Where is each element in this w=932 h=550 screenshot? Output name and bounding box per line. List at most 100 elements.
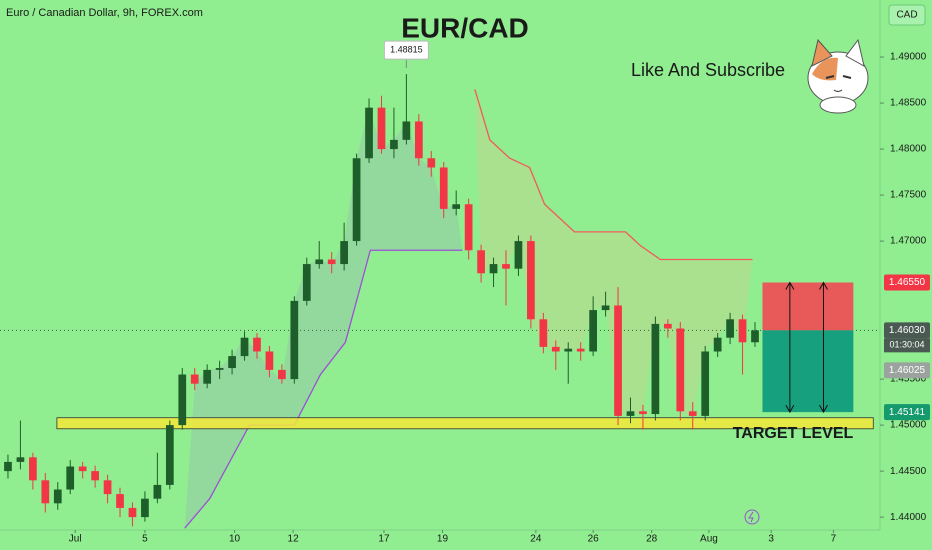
y-tick-label: 1.48500 [890,98,927,109]
x-tick-label: 7 [831,534,837,545]
candle-body [639,411,647,415]
candle-body [352,158,361,242]
candle-body [103,480,112,495]
cat-sticker [807,38,869,114]
candle-body [377,107,386,150]
x-tick-label: 5 [142,534,148,545]
candle-body [165,425,174,485]
candle-body [178,374,187,426]
candle-body [327,259,336,265]
candle-body [340,241,348,265]
candle-body [514,241,523,269]
candle-body [240,337,249,357]
price-tag [884,404,930,421]
candle-body [414,121,423,159]
candle-body [402,121,411,140]
candle-body [564,348,573,352]
candle-body [527,241,535,320]
y-tick-label: 1.45000 [890,420,927,431]
candle-body [41,480,50,504]
y-tick-label: 1.47500 [890,190,927,201]
target-zone [762,330,854,413]
x-tick-label: 3 [768,534,774,545]
candle-body [78,466,87,472]
candle-body [66,466,75,490]
candle-body [439,167,448,209]
x-tick-label: 26 [588,534,600,545]
symbol-header: Euro / Canadian Dollar, 9h, FOREX.com [6,7,203,19]
plot [0,60,880,529]
x-tick-label: 19 [437,534,449,545]
x-tick-label: Aug [700,534,718,545]
currency-box[interactable] [888,4,926,26]
candle-body [190,374,199,384]
target-text: TARGET LEVEL [733,425,854,442]
x-tick-label: 17 [378,534,390,545]
candle-body [390,139,398,150]
x-tick-label: Jul [69,534,82,545]
x-tick-label: 12 [288,534,300,545]
candle-body [302,264,311,301]
y-tick-label: 1.44500 [890,466,927,477]
x-tick-label: 10 [229,534,241,545]
candle-body [4,461,12,472]
price-tag [884,322,930,339]
candle-body [688,411,697,416]
countdown-box [884,338,930,353]
y-tick-label: 1.48000 [890,144,927,155]
candle-body [539,319,548,347]
candle-body [290,300,299,380]
candle-body [153,484,162,499]
candle-body [576,348,585,352]
candle-body [365,107,373,159]
candle-body [551,346,560,352]
candle-body [651,323,660,415]
candle-body [502,264,510,269]
candle-body [203,369,212,384]
event-icon[interactable] [744,509,760,525]
candle-body [452,204,461,209]
candle-body [215,368,224,370]
stop-zone [762,282,854,331]
price-tag-label: 1.46550 [889,277,926,288]
candle-body [265,351,274,370]
currency[interactable]: CAD [896,10,917,21]
candle-body [29,457,37,481]
price-tag-label: 1.46025 [889,365,926,376]
candle-body [141,498,149,518]
annotation: Like And Subscribe [631,60,785,80]
countdown: 01:30:04 [889,340,924,350]
y-tick-label: 1.45500 [890,374,927,385]
supertrend-line [184,249,463,529]
candle-body [53,489,62,504]
candle-body [701,351,710,416]
support-zone [56,417,874,430]
candle-body [477,250,485,274]
x-tick-label: 24 [530,534,542,545]
price-tag-label: 1.45141 [889,407,926,418]
candle-body [16,457,25,462]
candle-body [713,337,722,352]
supertrend-line [474,89,753,261]
candle-body [489,264,498,274]
candle-body [676,328,685,412]
candle-body [315,259,324,265]
price-tag-label: 1.46030 [889,325,926,336]
candle-body [589,310,598,352]
candle-body [128,507,137,518]
candle-body [91,471,99,481]
high-marker-box [383,40,429,60]
x-tick-label: 28 [646,534,658,545]
candle-body [228,356,236,369]
candle-body [726,319,734,338]
range-arrow [785,281,795,414]
candle-body [116,494,124,508]
candle-body [278,369,286,380]
range-arrow [819,281,828,414]
y-tick-label: 1.47000 [890,236,927,247]
high-marker-label: 1.48815 [390,44,423,54]
candle-body [253,337,261,352]
